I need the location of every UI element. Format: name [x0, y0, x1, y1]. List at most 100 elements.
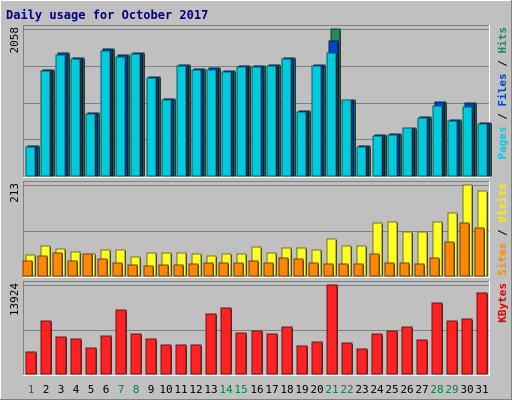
bar-kbytes-day-1	[25, 351, 37, 375]
series-kbytes	[25, 284, 488, 375]
bar-sites-day-25	[384, 262, 395, 277]
panel-top-max-label: 2058	[8, 27, 21, 54]
bar-pages-day-17	[266, 65, 277, 177]
bar-kbytes-day-21	[326, 284, 338, 375]
bar-kbytes-day-17	[266, 333, 278, 375]
bar-pages-day-7	[115, 56, 126, 177]
x-tick-label-1: 1	[28, 383, 35, 396]
legend-label: /	[496, 54, 509, 74]
x-tick-label-28: 28	[430, 383, 443, 396]
legend-label: Pages	[496, 126, 509, 159]
bar-pages-day-8	[130, 53, 141, 177]
bar-kbytes-day-3	[55, 336, 67, 375]
bar-sites-day-21	[323, 263, 334, 277]
bar-pages-day-12	[191, 69, 202, 177]
bar-pages-day-28	[432, 105, 443, 177]
bar-pages-day-14	[221, 71, 232, 177]
bar-kbytes-day-11	[175, 344, 187, 375]
panel-bottom: 13924 KBytes	[8, 281, 509, 376]
bar-pages-day-25	[387, 134, 398, 177]
legend-label: Sites	[496, 243, 509, 276]
bar-kbytes-day-9	[145, 338, 157, 375]
bar-sites-day-2	[37, 255, 48, 277]
x-tick-label-3: 3	[58, 383, 65, 396]
bar-sites-day-24	[369, 253, 380, 277]
x-tick-label-7: 7	[118, 383, 125, 396]
bar-kbytes-day-24	[371, 333, 383, 375]
x-tick-label-13: 13	[204, 383, 217, 396]
legend-label: KBytes	[496, 283, 509, 323]
bar-pages-day-31	[477, 123, 488, 177]
bar-kbytes-day-7	[115, 309, 127, 375]
bar-kbytes-day-19	[296, 345, 308, 375]
bar-sites-day-27	[414, 263, 425, 277]
bar-kbytes-day-23	[356, 348, 368, 375]
bar-kbytes-day-4	[70, 338, 82, 375]
bar-kbytes-day-18	[281, 326, 293, 375]
x-tick-label-12: 12	[189, 383, 202, 396]
bar-pages-day-10	[161, 99, 172, 177]
x-tick-label-10: 10	[159, 383, 172, 396]
bar-kbytes-day-20	[311, 341, 323, 375]
bar-sites-day-10	[158, 264, 169, 277]
x-tick-label-31: 31	[475, 383, 488, 396]
bar-sites-day-31	[474, 227, 485, 277]
bar-pages-day-24	[372, 135, 383, 177]
legend-label: Visits	[496, 183, 509, 223]
bar-sites-day-8	[127, 264, 138, 277]
bar-pages-day-18	[281, 58, 292, 177]
bar-sites-day-17	[263, 262, 274, 277]
bar-pages-day-23	[356, 146, 367, 177]
bar-kbytes-day-5	[85, 347, 97, 375]
x-tick-label-6: 6	[103, 383, 110, 396]
bar-pages-day-5	[85, 113, 96, 177]
bar-pages-day-22	[341, 99, 352, 177]
bar-pages-day-1	[25, 146, 36, 177]
x-tick-label-22: 22	[340, 383, 353, 396]
bar-sites-day-20	[308, 262, 319, 277]
bar-pages-day-6	[100, 50, 111, 177]
bar-kbytes-day-8	[130, 333, 142, 375]
bar-sites-day-28	[429, 257, 440, 277]
bar-sites-day-4	[67, 260, 78, 277]
bar-kbytes-day-10	[160, 344, 172, 375]
bar-pages-day-29	[447, 120, 458, 177]
legend-label: /	[496, 223, 509, 243]
bar-pages-day-30	[462, 106, 473, 177]
bar-pages-day-2	[40, 70, 51, 177]
bar-kbytes-day-2	[40, 320, 52, 375]
bar-kbytes-day-29	[446, 320, 458, 375]
panel-bottom-legend: KBytes	[496, 283, 509, 323]
bar-kbytes-day-12	[190, 344, 202, 375]
bar-sites-day-7	[112, 262, 123, 277]
bar-pages-day-21	[326, 52, 337, 177]
series-sites	[22, 222, 485, 277]
bar-pages-day-11	[176, 65, 187, 177]
x-tick-label-16: 16	[250, 383, 263, 396]
x-tick-label-11: 11	[174, 383, 187, 396]
bar-sites-day-6	[97, 258, 108, 277]
bar-pages-day-9	[146, 77, 157, 177]
panel-middle-max-label: 213	[8, 183, 21, 203]
chart-title: Daily usage for October 2017	[6, 8, 208, 22]
bar-pages-day-27	[417, 117, 428, 177]
bar-sites-day-19	[293, 258, 304, 277]
bar-sites-day-11	[173, 264, 184, 277]
bar-kbytes-day-26	[401, 326, 413, 375]
x-tick-label-20: 20	[310, 383, 323, 396]
bar-sites-day-5	[82, 253, 93, 277]
bar-sites-day-1	[22, 260, 33, 277]
bar-kbytes-day-15	[235, 332, 247, 375]
bar-kbytes-day-25	[386, 330, 398, 375]
x-tick-label-15: 15	[234, 383, 247, 396]
bar-pages-day-16	[251, 66, 262, 177]
legend-label: Hits	[496, 27, 509, 54]
bar-kbytes-day-30	[461, 318, 473, 375]
bar-sites-day-30	[459, 222, 470, 277]
x-tick-label-21: 21	[325, 383, 338, 396]
bar-kbytes-day-31	[476, 292, 488, 375]
bar-sites-day-26	[399, 262, 410, 277]
bar-sites-day-16	[248, 260, 259, 277]
bar-sites-day-14	[218, 262, 229, 277]
